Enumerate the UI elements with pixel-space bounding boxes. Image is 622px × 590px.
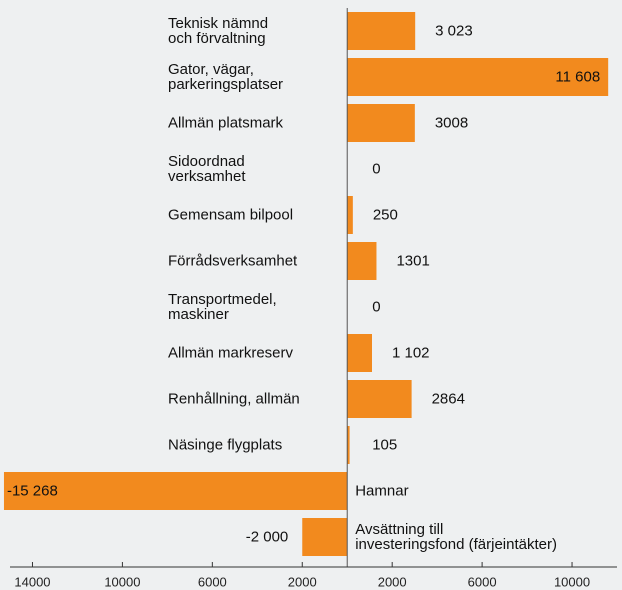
value-label: 3 023 — [435, 22, 473, 40]
value-label: 1301 — [396, 252, 430, 270]
category-label: Näsinge flygplats — [168, 436, 283, 454]
bar — [302, 518, 348, 556]
bar — [347, 196, 353, 234]
category-label: Allmän platsmark — [168, 114, 284, 132]
category-label: Förrådsverksamhet — [168, 252, 298, 270]
value-label: -2 000 — [245, 528, 289, 546]
bar — [347, 426, 350, 464]
x-tick-label: 2000 — [288, 574, 317, 589]
category-label: Sidoordnad verksamhet — [168, 153, 246, 185]
x-tick-label: 10000 — [554, 574, 590, 589]
value-label: 1 102 — [391, 344, 430, 362]
bar — [347, 334, 372, 372]
value-label: 3008 — [434, 114, 469, 132]
x-tick-label: 14000 — [14, 574, 50, 589]
bar — [347, 12, 416, 50]
category-label: Renhållning, allmän — [168, 390, 300, 408]
x-tick-label: 6000 — [198, 574, 227, 589]
x-tick-label: 2000 — [378, 574, 407, 589]
category-label: Transportmedel, maskiner — [168, 291, 277, 323]
category-label: Gemensam bilpool — [168, 206, 294, 224]
bar — [347, 242, 377, 280]
value-label: 250 — [372, 206, 398, 224]
bar — [347, 380, 412, 418]
value-label: 0 — [372, 160, 381, 178]
category-label: Teknisk nämnd och förvaltning — [168, 15, 269, 47]
x-tick-label: 6000 — [468, 574, 497, 589]
category-label: Avsättning till investeringsfond (färjei… — [355, 521, 557, 553]
value-label: 11 608 — [555, 68, 601, 86]
value-label: 0 — [372, 298, 381, 316]
value-label: -15 268 — [6, 482, 58, 500]
category-label: Allmän markreserv — [168, 344, 294, 362]
value-label: 2864 — [431, 390, 465, 408]
bar — [347, 58, 609, 96]
x-tick-label: 10000 — [104, 574, 140, 589]
value-label: 105 — [372, 436, 398, 454]
bar — [3, 472, 348, 510]
bar — [347, 104, 415, 142]
category-label: Gator, vägar, parkeringsplatser — [168, 61, 284, 93]
category-label: Hamnar — [355, 482, 409, 500]
